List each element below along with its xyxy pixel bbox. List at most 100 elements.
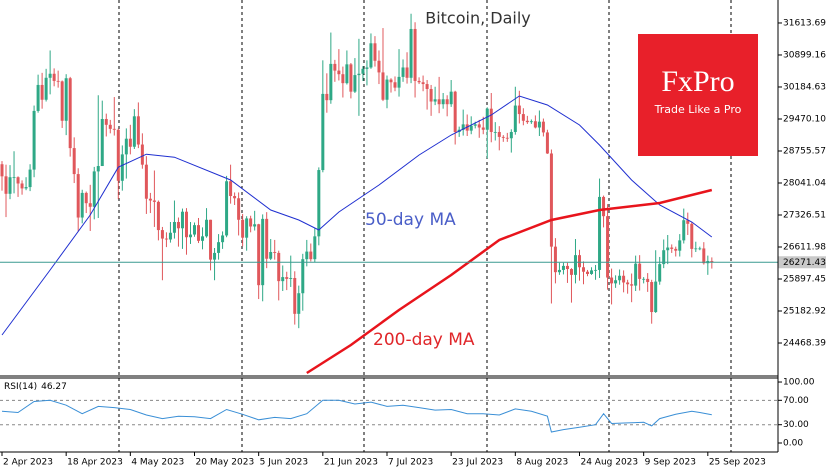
candle-body — [205, 219, 209, 237]
candle-body — [269, 252, 273, 259]
candle-body — [561, 265, 565, 270]
candle-body — [144, 164, 148, 199]
candle-body — [569, 269, 573, 275]
candle-body — [48, 73, 52, 78]
rsi-tick-label: 30.00 — [783, 420, 809, 430]
y-tick-label: 30899.16 — [783, 50, 826, 60]
candle-body — [337, 70, 341, 75]
candle-body — [136, 116, 140, 145]
candle-body — [4, 176, 8, 194]
candle-body — [582, 267, 585, 272]
candle-body — [233, 196, 237, 199]
x-tick-label: 7 Jul 2023 — [388, 458, 433, 468]
candle-body — [0, 164, 4, 177]
candle-body — [489, 108, 493, 132]
candle-body — [449, 91, 453, 105]
candle-body — [333, 63, 337, 71]
y-tick-label: 25897.45 — [783, 275, 826, 285]
candle-body — [152, 200, 156, 202]
candle-body — [84, 192, 88, 204]
candle-body — [521, 114, 525, 121]
candle-body — [650, 282, 654, 313]
candle-body — [265, 218, 269, 259]
series-label: 200-day MA — [373, 330, 475, 350]
candle-body — [545, 132, 549, 154]
candle-body — [369, 43, 373, 68]
candle-body — [92, 171, 96, 207]
candle-body — [16, 177, 20, 184]
candle-body — [533, 121, 537, 128]
candle-body — [565, 265, 569, 270]
rsi-tick-label: 70.00 — [783, 396, 809, 406]
candle-body — [513, 105, 517, 132]
y-tick-label: 28755.57 — [783, 146, 826, 156]
candle-body — [317, 170, 321, 237]
y-tick-label: 24468.39 — [783, 339, 826, 349]
candle-body — [678, 240, 682, 251]
rsi-line — [1, 399, 712, 433]
candle-body — [473, 124, 477, 126]
candle-body — [577, 255, 581, 268]
candle-body — [120, 154, 124, 181]
candle-body — [229, 181, 233, 197]
candle-body — [285, 277, 289, 279]
candle-body — [698, 248, 702, 250]
candle-body — [128, 138, 132, 147]
candle-body — [293, 277, 297, 314]
candle-body — [245, 218, 249, 238]
candle-body — [32, 110, 36, 170]
current-price-label: 26271.43 — [783, 258, 826, 268]
logo-name: FxPro — [661, 65, 734, 98]
rsi-title-name: RSI(14) — [4, 382, 37, 392]
candle-body — [184, 211, 188, 238]
candle-body — [56, 80, 60, 82]
candle-body — [501, 136, 505, 138]
candle-body — [666, 247, 670, 251]
candle-body — [197, 225, 201, 241]
candle-body — [525, 120, 529, 123]
candle-body — [201, 236, 205, 241]
y-tick-label: 30184.63 — [783, 82, 826, 92]
candle-body — [289, 277, 293, 279]
x-tick-label: 21 Jun 2023 — [324, 458, 378, 468]
candle-body — [409, 28, 413, 78]
candle-body — [626, 282, 630, 285]
candle-body — [108, 124, 112, 129]
candle-body — [313, 236, 317, 260]
candle-body — [413, 28, 417, 81]
candle-body — [638, 263, 642, 279]
candle-body — [104, 118, 108, 125]
candle-body — [630, 284, 634, 286]
candle-body — [373, 43, 377, 61]
series-label: 50-day MA — [365, 210, 456, 230]
candle-body — [622, 275, 626, 283]
candle-body — [674, 248, 678, 251]
candle-body — [353, 75, 357, 92]
candle-body — [345, 64, 349, 84]
logo-box — [638, 34, 758, 156]
rsi-title-value: 46.27 — [41, 382, 67, 392]
candle-body — [365, 67, 369, 69]
candle-body — [477, 124, 481, 128]
candle-body — [517, 105, 521, 115]
plot-layer: 31613.69 30899.16 30184.63 29470.10 28755.57… — [0, 13, 826, 468]
chart-title: Bitcoin, Daily — [425, 9, 531, 28]
candle-body — [40, 84, 44, 100]
candle-body — [209, 219, 213, 260]
moving-average-line — [1, 95, 713, 336]
candle-body — [602, 196, 606, 217]
candle-body — [176, 222, 180, 229]
candle-body — [557, 269, 561, 273]
candle-body — [357, 73, 361, 76]
candle-body — [702, 248, 706, 264]
candle-body — [12, 177, 16, 179]
candle-body — [361, 68, 365, 74]
candle-body — [573, 255, 577, 275]
candle-body — [529, 121, 533, 123]
candle-body — [140, 144, 144, 165]
candle-body — [445, 99, 449, 105]
candle-body — [598, 196, 602, 270]
candle-body — [437, 99, 441, 105]
candle-body — [100, 118, 104, 167]
candle-body — [249, 218, 253, 227]
